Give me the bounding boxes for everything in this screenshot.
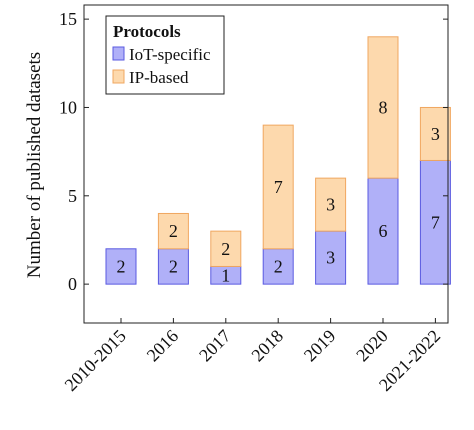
data-label-ip-based-2019: 3 <box>326 195 335 215</box>
legend-label-iot-specific: IoT-specific <box>129 45 211 64</box>
data-label-iot-specific-2018: 2 <box>274 256 283 276</box>
bars-group <box>105 36 451 285</box>
x-tick-label-2019: 2019 <box>300 326 340 366</box>
legend-swatch-ip-based <box>112 69 125 84</box>
bar-ip-based-2020 <box>367 36 399 179</box>
y-tick-label-15: 15 <box>59 9 77 29</box>
bar-ip-based-2019 <box>315 177 347 232</box>
y-tick-label-5: 5 <box>68 186 77 206</box>
data-label-iot-specific-2010-2015: 2 <box>117 256 126 276</box>
data-label-iot-specific-2016: 2 <box>169 256 178 276</box>
legend-swatch-iot-specific <box>112 46 125 61</box>
bar-ip-based-2017 <box>210 230 242 267</box>
x-tick-label-2020: 2020 <box>352 326 392 366</box>
legend-box <box>105 15 225 95</box>
data-label-iot-specific-2017: 1 <box>221 265 230 285</box>
legend-title: Protocols <box>113 22 181 41</box>
data-label-ip-based-2018: 7 <box>274 177 283 197</box>
x-tick-label-2010-2015: 2010-2015 <box>61 326 130 395</box>
bar-iot-specific-2010-2015 <box>105 248 137 285</box>
data-label-iot-specific-2021-2022: 7 <box>431 212 440 232</box>
bar-ip-based-2016 <box>157 212 189 250</box>
legend: Protocols IoT-specific IP-based <box>105 15 225 95</box>
bar-iot-specific-2019 <box>315 230 347 285</box>
data-label-ip-based-2021-2022: 3 <box>431 124 440 144</box>
bar-iot-specific-2020 <box>367 177 399 285</box>
bar-iot-specific-2016 <box>157 248 189 285</box>
legend-label-ip-based: IP-based <box>129 68 189 87</box>
data-labels-group: 2 2 2 1 2 2 7 3 3 6 8 7 3 <box>117 97 440 285</box>
y-axis-label: Number of published datasets <box>24 52 45 278</box>
plot-frame <box>83 4 449 324</box>
x-tick-label-2018: 2018 <box>247 326 287 366</box>
data-label-iot-specific-2020: 6 <box>379 221 388 241</box>
bar-ip-based-2018 <box>262 124 294 250</box>
bar-ip-based-2021-2022 <box>419 106 451 161</box>
data-label-ip-based-2017: 2 <box>221 239 230 259</box>
bar-iot-specific-2021-2022 <box>419 159 451 285</box>
y-tick-label-10: 10 <box>59 97 77 117</box>
data-label-iot-specific-2019: 3 <box>326 248 335 268</box>
y-tick-label-0: 0 <box>68 274 77 294</box>
data-label-ip-based-2020: 8 <box>379 97 388 117</box>
x-tick-label-2017: 2017 <box>195 326 235 366</box>
x-tick-label-2016: 2016 <box>143 326 183 366</box>
data-label-ip-based-2016: 2 <box>169 221 178 241</box>
